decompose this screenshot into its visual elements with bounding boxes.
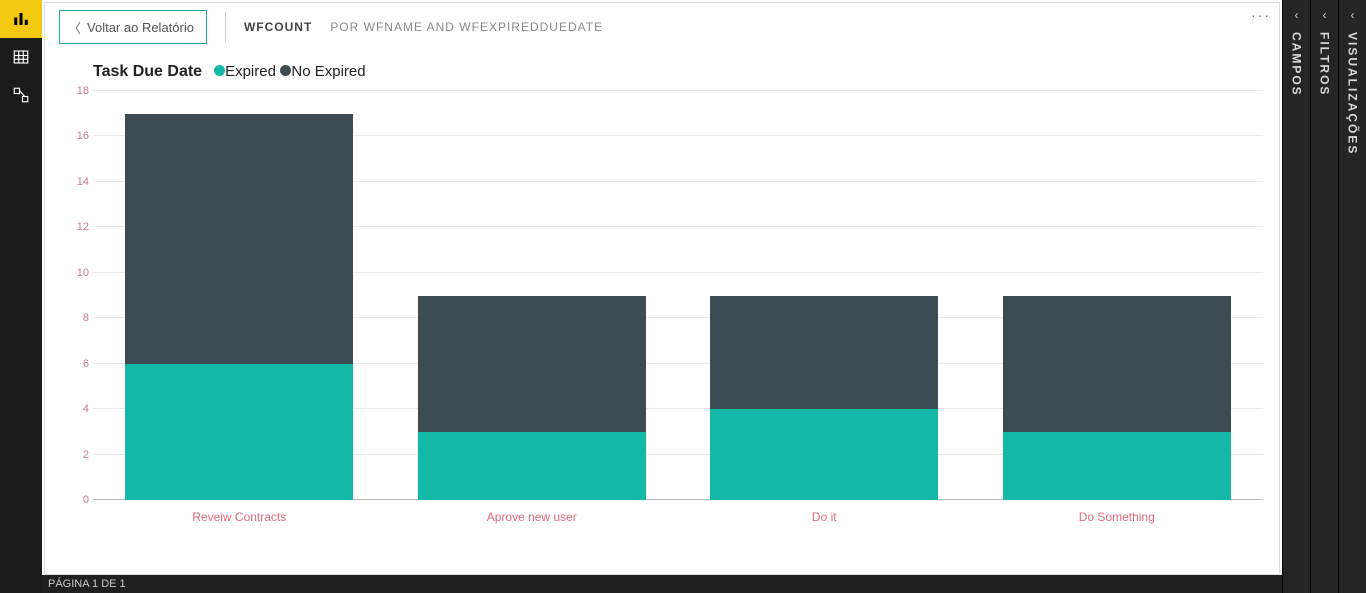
bar-segment[interactable]: [125, 114, 353, 364]
legend-swatch: [214, 65, 225, 76]
table-icon: [12, 48, 30, 66]
breadcrumb-detail: POR WFNAME AND WFEXPIREDDUEDATE: [330, 20, 603, 34]
back-button-label: Voltar ao Relatório: [87, 20, 194, 35]
visual-header: 〈 Voltar ao Relatório WFCOUNT POR WFNAME…: [45, 3, 1279, 51]
y-tick-label: 8: [59, 312, 89, 324]
bar-group[interactable]: [1003, 91, 1231, 500]
y-tick-label: 2: [59, 449, 89, 461]
nav-model-view[interactable]: [0, 76, 42, 114]
bar-segment[interactable]: [418, 432, 646, 500]
y-tick-label: 12: [59, 221, 89, 233]
left-nav-rail: [0, 0, 42, 593]
y-tick-label: 6: [59, 358, 89, 370]
bar-segment[interactable]: [1003, 296, 1231, 432]
page-footer: PÁGINA 1 DE 1: [42, 575, 1282, 593]
bar-group[interactable]: [125, 91, 353, 500]
model-icon: [12, 86, 30, 104]
vertical-divider: [225, 12, 226, 42]
collapsed-panel[interactable]: ‹ FILTROS: [1310, 0, 1338, 593]
chevron-left-icon: ‹: [1295, 8, 1299, 22]
bar-segment[interactable]: [125, 364, 353, 500]
legend-label: Expired: [225, 63, 276, 80]
y-tick-label: 0: [59, 494, 89, 506]
legend-swatch: [280, 65, 291, 76]
y-tick-label: 10: [59, 267, 89, 279]
nav-data-view[interactable]: [0, 38, 42, 76]
panel-label: CAMPOS: [1290, 32, 1304, 97]
chevron-left-icon: 〈: [68, 18, 81, 37]
chart-plot[interactable]: 024681012141618 Reveiw ContractsAprove n…: [93, 91, 1263, 500]
chart-area: Task Due Date Expired No Expired 0246810…: [51, 63, 1273, 534]
bar-chart-icon: [12, 10, 30, 28]
x-tick-label: Do Something: [1079, 510, 1155, 524]
bar-segment[interactable]: [710, 409, 938, 500]
nav-report-view[interactable]: [0, 0, 42, 38]
collapsed-panel[interactable]: ‹ CAMPOS: [1282, 0, 1310, 593]
bar-group[interactable]: [710, 91, 938, 500]
chart-legend: Task Due Date Expired No Expired: [51, 63, 1273, 81]
visual-container: ··· 〈 Voltar ao Relatório WFCOUNT POR WF…: [44, 2, 1280, 575]
chevron-left-icon: ‹: [1351, 8, 1355, 22]
y-axis: 024681012141618: [59, 91, 89, 500]
page-indicator: PÁGINA 1 DE 1: [48, 578, 126, 590]
chart-title: Task Due Date: [93, 63, 206, 81]
y-tick-label: 4: [59, 403, 89, 415]
panel-label: VISUALIZAÇÕES: [1346, 32, 1360, 155]
y-tick-label: 16: [59, 130, 89, 142]
x-tick-label: Aprove new user: [487, 510, 577, 524]
x-tick-label: Do it: [812, 510, 837, 524]
legend-label: No Expired: [291, 63, 365, 80]
back-to-report-button[interactable]: 〈 Voltar ao Relatório: [59, 10, 207, 44]
bar-segment[interactable]: [710, 296, 938, 410]
visual-options-button[interactable]: ···: [1251, 7, 1271, 23]
report-canvas: ··· 〈 Voltar ao Relatório WFCOUNT POR WF…: [42, 0, 1282, 593]
collapsed-panel[interactable]: ‹ VISUALIZAÇÕES: [1338, 0, 1366, 593]
chevron-left-icon: ‹: [1323, 8, 1327, 22]
bar-group[interactable]: [418, 91, 646, 500]
panel-label: FILTROS: [1318, 32, 1332, 96]
breadcrumb-measure: WFCOUNT: [244, 20, 312, 34]
right-collapsed-panels: ‹ CAMPOS ‹ FILTROS ‹ VISUALIZAÇÕES: [1282, 0, 1366, 593]
bar-segment[interactable]: [418, 296, 646, 432]
y-tick-label: 18: [59, 85, 89, 97]
bar-segment[interactable]: [1003, 432, 1231, 500]
x-tick-label: Reveiw Contracts: [192, 510, 286, 524]
y-tick-label: 14: [59, 176, 89, 188]
